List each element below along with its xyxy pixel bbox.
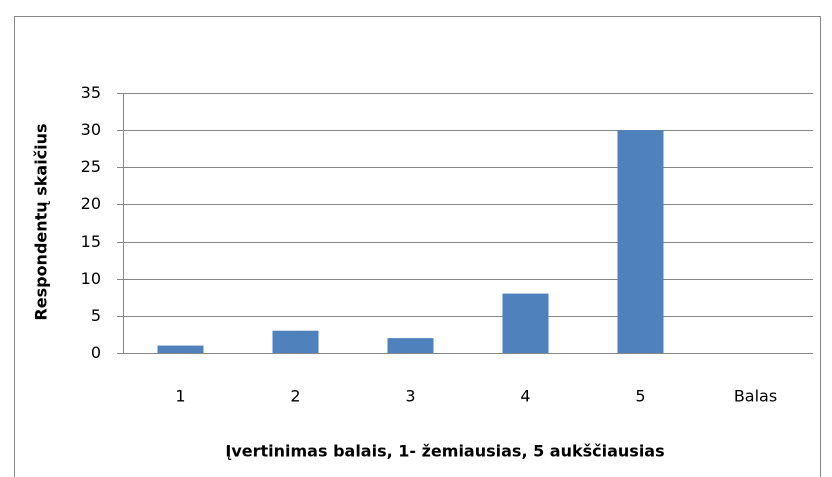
- bar: [502, 293, 549, 353]
- x-axis-title: Įvertinimas balais, 1- žemiausias, 5 auk…: [225, 442, 664, 461]
- x-tick-label: 4: [520, 387, 530, 406]
- y-tick-label: 5: [91, 306, 101, 325]
- y-tick-label: 10: [81, 269, 101, 288]
- y-tick-label: 30: [81, 120, 101, 139]
- y-tick-label: 20: [81, 194, 101, 213]
- chart-frame: [14, 16, 821, 477]
- y-tick-label: 0: [91, 343, 101, 362]
- x-tick-label: 3: [405, 387, 415, 406]
- bar: [617, 130, 664, 353]
- bar: [387, 338, 434, 353]
- y-axis-title: Respondentų skaičius: [32, 123, 51, 320]
- bar: [157, 345, 204, 353]
- x-tick-label: 2: [290, 387, 300, 406]
- y-tick-label: 35: [81, 83, 101, 102]
- x-tick-label: 1: [175, 387, 185, 406]
- x-tick-label: Balas: [734, 387, 777, 406]
- y-tick-label: 25: [81, 157, 101, 176]
- y-tick-label: 15: [81, 232, 101, 251]
- bar: [272, 330, 319, 353]
- x-tick-label: 5: [635, 387, 645, 406]
